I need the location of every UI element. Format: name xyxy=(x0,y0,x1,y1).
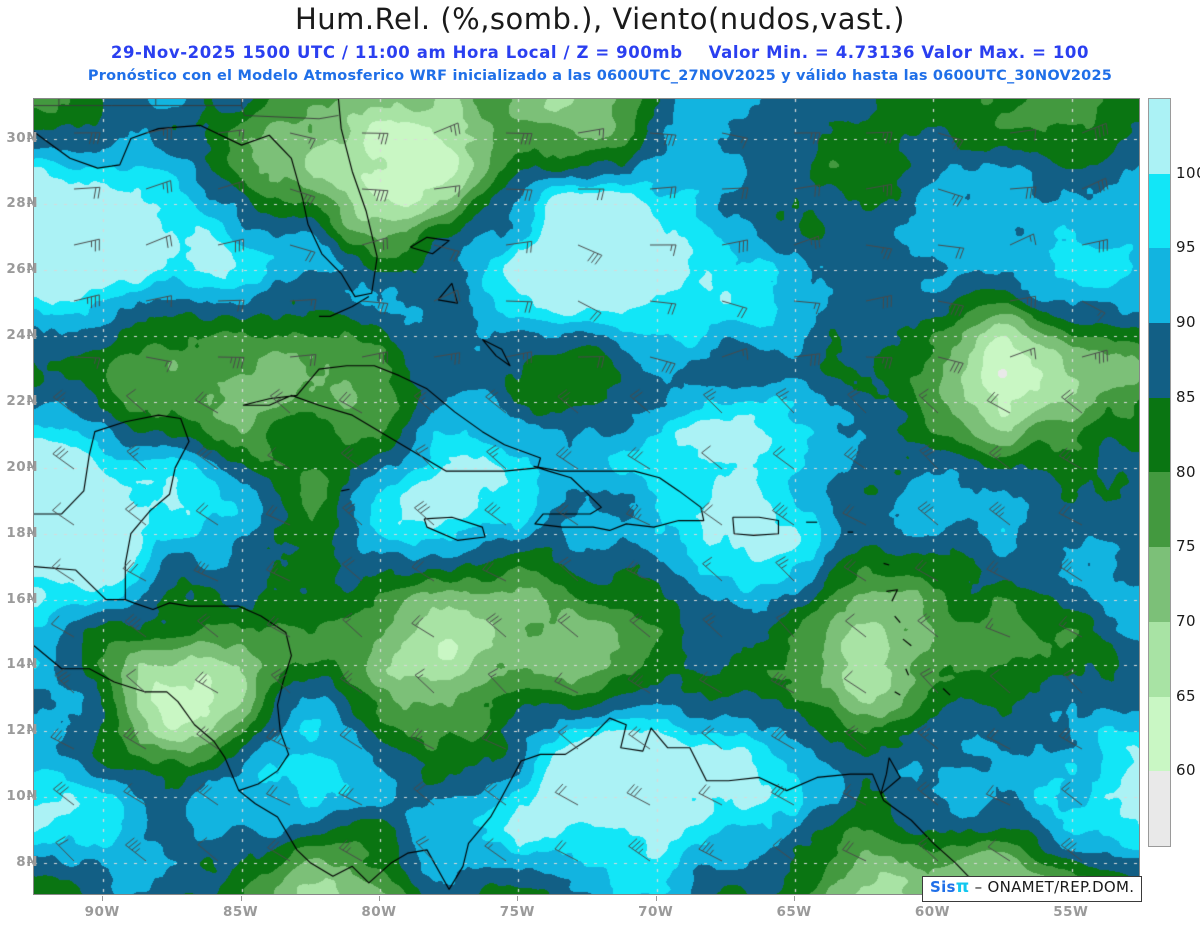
lon-tick-label-55W: 55W xyxy=(1053,904,1089,920)
lat-tick-mark xyxy=(27,137,32,139)
lat-tick-mark xyxy=(27,730,32,732)
lon-tick-mark xyxy=(378,896,380,901)
watermark-sis-text: Sis xyxy=(930,878,956,896)
lon-tick-mark xyxy=(794,896,796,901)
lat-tick-label-28N: 28N xyxy=(6,195,38,212)
map-plot-area[interactable] xyxy=(33,98,1140,895)
lat-tick-label-10N: 10N xyxy=(6,788,38,805)
colorbar-band-3 xyxy=(1149,323,1170,398)
colorbar-tick-95: 95 xyxy=(1176,238,1197,257)
colorbar-band-8 xyxy=(1149,696,1170,772)
watermark-logo: Sisπ – ONAMET/REP.DOM. xyxy=(922,876,1143,902)
lat-tick-mark xyxy=(27,532,32,534)
lat-tick-mark xyxy=(27,400,32,402)
lat-tick-mark xyxy=(27,598,32,600)
lon-tick-label-85W: 85W xyxy=(222,904,259,920)
colorbar-band-7 xyxy=(1149,621,1170,697)
colorbar-band-6 xyxy=(1149,547,1170,622)
colorbar-tick-85: 85 xyxy=(1176,387,1197,406)
subtitle-datetime-level: 29-Nov-2025 1500 UTC / 11:00 am Hora Loc… xyxy=(110,43,683,62)
lat-tick-mark xyxy=(27,466,32,468)
colorbar-tick-80: 80 xyxy=(1176,462,1197,481)
colorbar-tick-100: 100 xyxy=(1176,163,1200,182)
watermark-agency-text: – ONAMET/REP.DOM. xyxy=(974,878,1135,896)
colorbar-tick-90: 90 xyxy=(1176,313,1197,332)
colorbar-band-5 xyxy=(1149,472,1170,548)
lon-tick-mark xyxy=(102,896,104,901)
colorbar-band-2 xyxy=(1149,248,1170,324)
chart-header: Hum.Rel. (%,somb.), Viento(nudos,vast.) … xyxy=(0,0,1200,92)
colorbar-band-4 xyxy=(1149,397,1170,473)
lon-tick-mark xyxy=(655,896,657,901)
subtitle-line-2: Pronóstico con el Modelo Atmosferico WRF… xyxy=(87,68,1113,84)
colorbar-band-9 xyxy=(1149,771,1170,846)
subtitle-line-1: 29-Nov-2025 1500 UTC / 11:00 am Hora Loc… xyxy=(0,43,1200,62)
lat-tick-label-14N: 14N xyxy=(6,656,38,673)
lat-tick-label-18N: 18N xyxy=(6,524,38,541)
page-title: Hum.Rel. (%,somb.), Viento(nudos,vast.) xyxy=(295,2,905,36)
watermark-pi-icon: π xyxy=(955,877,970,897)
lat-tick-mark xyxy=(27,269,32,271)
lat-tick-mark xyxy=(27,335,32,337)
colorbar-tick-75: 75 xyxy=(1176,537,1197,556)
lat-tick-mark xyxy=(27,796,32,798)
colorbar-tick-65: 65 xyxy=(1176,686,1197,705)
lon-tick-label-60W: 60W xyxy=(914,904,951,920)
lat-tick-mark xyxy=(27,203,32,205)
lat-tick-label-22N: 22N xyxy=(6,392,38,409)
lon-tick-label-75W: 75W xyxy=(499,904,535,920)
colorbar-tick-70: 70 xyxy=(1176,611,1197,630)
colorbar-band-0 xyxy=(1149,99,1170,174)
lon-tick-label-70W: 70W xyxy=(638,904,674,920)
colorbar-band-1 xyxy=(1149,173,1170,249)
lat-tick-label-12N: 12N xyxy=(6,722,38,739)
lon-tick-label-80W: 80W xyxy=(361,904,397,920)
coastline-windbarb-grid-layer xyxy=(34,99,1139,894)
lon-tick-mark xyxy=(517,896,519,901)
lat-tick-mark xyxy=(27,664,32,666)
lat-tick-mark xyxy=(27,862,32,864)
lat-tick-label-20N: 20N xyxy=(6,458,38,475)
lon-tick-label-90W: 90W xyxy=(84,904,120,920)
colorbar[interactable] xyxy=(1148,98,1171,847)
subtitle-minmax: Valor Min. = 4.73136 Valor Max. = 100 xyxy=(708,43,1090,62)
lat-tick-label-24N: 24N xyxy=(6,327,38,344)
lat-tick-label-16N: 16N xyxy=(6,590,38,607)
lon-tick-mark xyxy=(240,896,242,901)
lat-tick-label-30N: 30N xyxy=(6,129,38,146)
colorbar-tick-60: 60 xyxy=(1176,761,1197,780)
lon-tick-label-65W: 65W xyxy=(776,904,812,920)
lat-tick-label-26N: 26N xyxy=(6,261,38,278)
lat-tick-label-8N: 8N xyxy=(16,854,38,871)
